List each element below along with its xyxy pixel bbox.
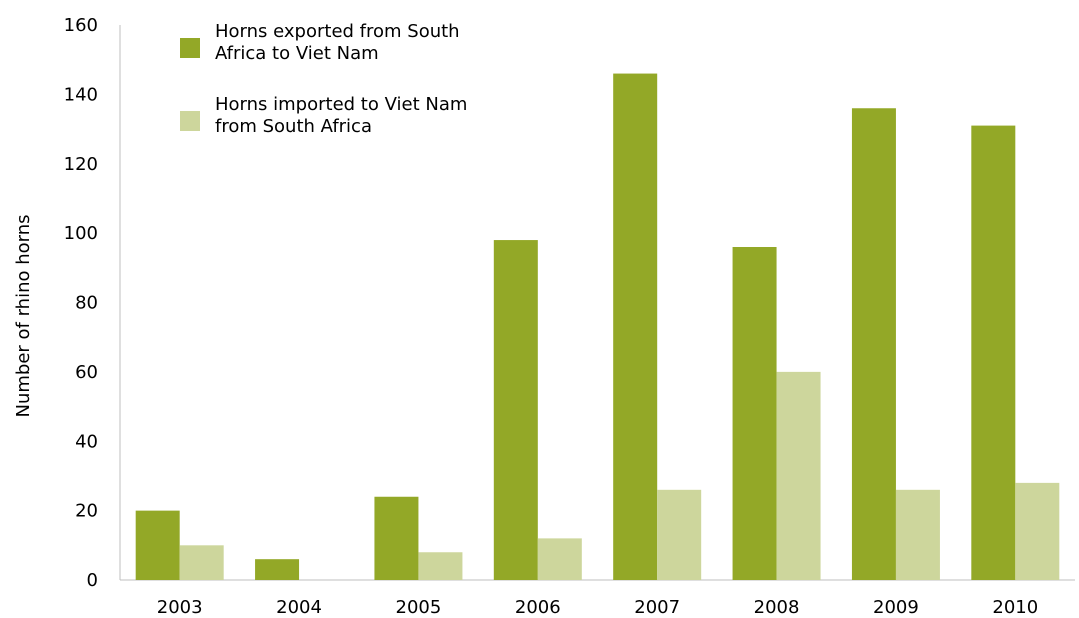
x-tick-label: 2004 (276, 597, 322, 618)
x-tick-label: 2010 (992, 597, 1038, 618)
legend-swatch-imported (180, 111, 200, 131)
legend-label: from South Africa (215, 116, 372, 137)
y-tick-label: 0 (87, 570, 98, 591)
bar-exported-2008 (732, 247, 777, 580)
x-tick-label: 2006 (515, 597, 561, 618)
legend-label: Africa to Viet Nam (215, 43, 379, 64)
x-tick-label: 2003 (157, 597, 203, 618)
bar-exported-2009 (851, 108, 896, 580)
y-axis-title: Number of rhino horns (13, 214, 34, 417)
bar-imported-2007 (657, 489, 702, 580)
bars (135, 73, 1060, 580)
y-tick-label: 60 (75, 362, 98, 383)
y-tick-labels: 0 20 40 60 80 100 120 140 160 (64, 15, 98, 591)
x-tick-labels: 2003 2004 2005 2006 2007 2008 2009 2010 (157, 597, 1038, 618)
x-tick-label: 2005 (396, 597, 442, 618)
legend-label: Horns imported to Viet Nam (215, 94, 467, 115)
bar-exported-2005 (374, 496, 419, 580)
legend-label: Horns exported from South (215, 21, 460, 42)
y-tick-label: 160 (64, 15, 98, 36)
bar-imported-2009 (895, 489, 940, 580)
y-tick-label: 120 (64, 154, 98, 175)
bar-exported-2006 (493, 240, 538, 580)
y-tick-label: 20 (75, 501, 98, 522)
y-tick-label: 100 (64, 223, 98, 244)
y-tick-label: 80 (75, 293, 98, 314)
x-tick-label: 2009 (873, 597, 919, 618)
bar-exported-2003 (135, 510, 180, 580)
bar-imported-2008 (776, 371, 821, 580)
bar-imported-2005 (418, 552, 463, 580)
x-tick-label: 2007 (634, 597, 680, 618)
bar-imported-2010 (1015, 482, 1060, 580)
bar-exported-2007 (613, 73, 658, 580)
legend-swatch-exported (180, 38, 200, 58)
bar-imported-2006 (537, 538, 582, 580)
y-tick-label: 140 (64, 84, 98, 105)
bar-imported-2003 (179, 545, 224, 580)
bar-exported-2010 (971, 125, 1016, 580)
x-tick-label: 2008 (754, 597, 800, 618)
y-tick-label: 40 (75, 431, 98, 452)
bar-exported-2004 (255, 559, 300, 580)
